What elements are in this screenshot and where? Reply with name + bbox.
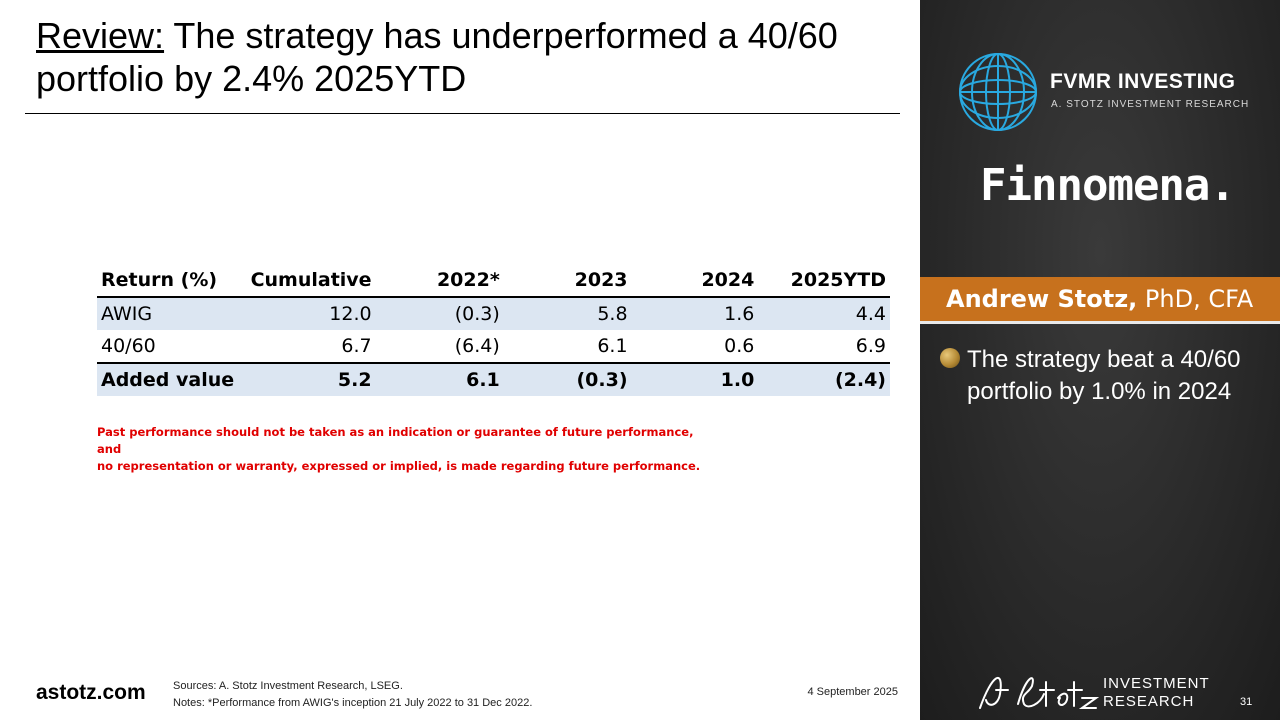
- table-cell: Added value: [97, 362, 247, 396]
- table-cell: 1.6: [631, 297, 759, 330]
- table-cell: 6.7: [341, 335, 372, 357]
- returns-table-wrap: Return (%) Cumulative 2022* 2023 2024 20…: [97, 264, 890, 396]
- table-header-row: Return (%) Cumulative 2022* 2023 2024 20…: [97, 264, 890, 298]
- slide-title: Review: The strategy has underperformed …: [36, 14, 886, 100]
- brand-line: RESEARCH: [1103, 693, 1195, 710]
- brand-wordmark: INVESTMENT RESEARCH: [1103, 675, 1210, 711]
- title-lead: Review:: [36, 15, 165, 56]
- site-url: astotz.com: [36, 681, 146, 704]
- header-cell: Return (%): [97, 264, 247, 298]
- table-cell: 5.8: [503, 297, 632, 330]
- brand-panel: FVMR INVESTING A. STOTZ INVESTMENT RESEA…: [920, 0, 1280, 720]
- table-cell: AWIG: [97, 297, 247, 330]
- header-cell: 2024: [631, 264, 759, 298]
- header-cell: 2025YTD: [758, 264, 890, 298]
- table-cell: 1.0: [631, 362, 759, 396]
- presenter-divider: [920, 321, 1280, 324]
- table-cell: 5.2: [246, 362, 376, 396]
- returns-table: Return (%) Cumulative 2022* 2023 2024 20…: [97, 264, 890, 396]
- notes-text: Notes: *Performance from AWIG's inceptio…: [173, 697, 533, 709]
- footer-notes: Sources: A. Stotz Investment Research, L…: [173, 678, 532, 712]
- table-row: 40/60 6.7 (6.4) 6.1 0.6 6.9: [97, 330, 890, 363]
- header-cell: Cumulative: [246, 264, 376, 298]
- disclaimer-line: Past performance should not be taken as …: [97, 425, 694, 456]
- page-number: 31: [1240, 696, 1253, 708]
- presenter-bar: Andrew Stotz, PhD, CFA: [920, 277, 1280, 321]
- table-row: AWIG 12.0 (0.3) 5.8 1.6 4.4: [97, 297, 890, 330]
- table-cell: 40/60: [101, 335, 156, 357]
- table-cell: 6.1: [597, 335, 628, 357]
- title-divider: [25, 113, 900, 114]
- sources-text: Sources: A. Stotz Investment Research, L…: [173, 680, 403, 692]
- table-total-row: Added value 5.2 6.1 (0.3) 1.0 (2.4): [97, 362, 890, 396]
- table-cell: (0.3): [503, 362, 632, 396]
- table-cell: (2.4): [758, 362, 890, 396]
- disclaimer-line: no representation or warranty, expressed…: [97, 459, 701, 473]
- performance-disclaimer: Past performance should not be taken as …: [97, 424, 717, 475]
- header-cell: 2023: [503, 264, 632, 298]
- table-cell: (0.3): [375, 297, 504, 330]
- presenter-name: Andrew Stotz,: [946, 285, 1138, 313]
- presenter-credentials: PhD, CFA: [1137, 285, 1254, 313]
- key-point: The strategy beat a 40/60 portfolio by 1…: [967, 346, 1241, 405]
- table-cell: (6.4): [454, 335, 500, 357]
- gold-bullet-icon: [940, 348, 960, 368]
- globe-logo-icon: [959, 53, 1037, 131]
- table-cell: 6.9: [855, 335, 886, 357]
- fvmr-logo-subtitle: A. STOTZ INVESTMENT RESEARCH: [1051, 99, 1250, 110]
- partner-logo: Finnomena.: [980, 160, 1236, 211]
- fvmr-logo-title: FVMR INVESTING: [1050, 70, 1236, 93]
- signature-logo: [979, 676, 1099, 709]
- slide-date: 4 September 2025: [807, 686, 898, 698]
- title-rest: The strategy has underperformed a 40/60 …: [36, 15, 838, 99]
- brand-line: INVESTMENT: [1103, 675, 1210, 692]
- table-cell: 4.4: [758, 297, 890, 330]
- header-cell: 2022*: [375, 264, 504, 298]
- table-cell: 12.0: [246, 297, 376, 330]
- table-cell: 0.6: [724, 335, 755, 357]
- table-cell: 6.1: [375, 362, 504, 396]
